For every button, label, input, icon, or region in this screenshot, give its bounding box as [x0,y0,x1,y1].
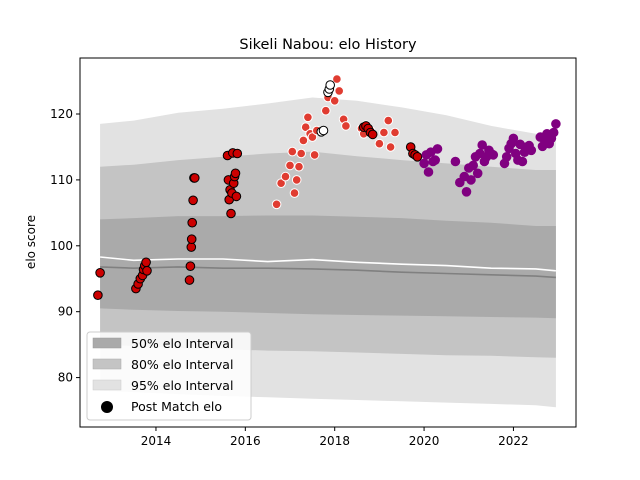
legend-label-95: 95% elo Interval [131,378,233,393]
data-point [335,87,344,96]
chart-title: Sikeli Nabou: elo History [239,37,417,53]
data-point [299,136,308,145]
y-tick-label: 110 [50,173,73,187]
data-point [527,146,536,155]
data-point [368,130,377,139]
data-point [185,276,194,285]
x-tick-label: 2022 [498,434,529,448]
data-point [143,267,152,276]
data-point [288,147,297,156]
data-point [326,81,335,90]
data-point [272,200,281,209]
data-point [189,196,198,205]
data-point [310,151,319,160]
data-point [304,113,313,122]
data-point [187,243,196,252]
legend-swatch-50 [93,338,121,348]
data-point [96,269,105,278]
legend-marker-post-match [101,401,113,413]
x-tick-label: 2016 [230,434,261,448]
data-point [386,143,395,152]
data-point [227,209,236,218]
data-point [233,149,242,158]
data-point [290,189,299,198]
x-tick-label: 2020 [409,434,440,448]
x-tick-label: 2014 [141,434,172,448]
data-point [319,126,328,135]
data-point [375,139,384,148]
data-point [384,116,393,125]
legend-label-post-match: Post Match elo [131,399,222,414]
data-point [292,176,301,185]
data-point [489,151,498,160]
legend-label-50: 50% elo Interval [131,336,233,351]
data-point [187,235,196,244]
data-point [231,169,240,178]
data-point [473,169,482,178]
data-point [295,162,304,171]
x-tick-label: 2018 [319,434,350,448]
legend-swatch-95 [93,380,121,390]
data-point [431,156,440,165]
y-axis-label: elo score [24,215,38,269]
data-point [188,218,197,227]
data-point [142,258,151,267]
data-point [322,106,331,115]
data-point [297,149,306,158]
data-point [286,161,295,170]
data-point [433,145,442,154]
data-point [467,176,476,185]
data-point [380,128,389,137]
data-point [342,122,351,131]
data-point [451,157,460,166]
data-point [191,174,200,183]
y-tick-label: 90 [58,305,73,319]
data-point [549,128,558,137]
data-point [518,157,527,166]
data-point [232,192,241,201]
legend-label-80: 80% elo Interval [131,357,233,372]
data-point [413,153,422,162]
data-point [281,172,290,181]
data-point [469,161,478,170]
legend: 50% elo Interval 80% elo Interval 95% el… [87,332,251,420]
data-point [420,159,429,168]
y-tick-label: 100 [50,239,73,253]
y-tick-label: 120 [50,107,73,121]
data-point [424,168,433,177]
data-point [462,188,471,197]
y-tick-label: 80 [58,371,73,385]
data-point [391,128,400,137]
data-point [94,291,103,300]
data-point [502,153,511,162]
data-point [186,262,195,271]
legend-swatch-80 [93,359,121,369]
data-point [330,97,339,106]
data-point [552,120,561,129]
